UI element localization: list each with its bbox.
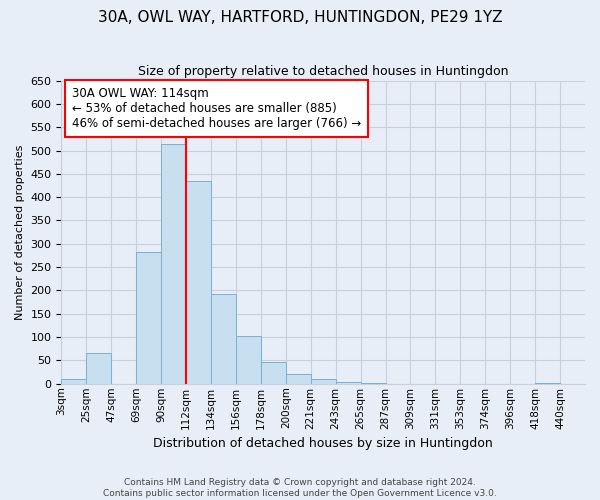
Text: 30A, OWL WAY, HARTFORD, HUNTINGDON, PE29 1YZ: 30A, OWL WAY, HARTFORD, HUNTINGDON, PE29…	[98, 10, 502, 25]
Bar	[261, 362, 286, 384]
Bar	[535, 383, 560, 384]
Text: Contains HM Land Registry data © Crown copyright and database right 2024.
Contai: Contains HM Land Registry data © Crown c…	[103, 478, 497, 498]
X-axis label: Distribution of detached houses by size in Huntingdon: Distribution of detached houses by size …	[154, 437, 493, 450]
Text: 30A OWL WAY: 114sqm
← 53% of detached houses are smaller (885)
46% of semi-detac: 30A OWL WAY: 114sqm ← 53% of detached ho…	[72, 86, 361, 130]
Title: Size of property relative to detached houses in Huntingdon: Size of property relative to detached ho…	[138, 65, 508, 78]
Bar	[186, 181, 211, 384]
Bar	[335, 382, 361, 384]
Y-axis label: Number of detached properties: Number of detached properties	[15, 144, 25, 320]
Bar	[236, 336, 261, 384]
Bar	[61, 379, 86, 384]
Bar	[311, 379, 335, 384]
Bar	[286, 374, 311, 384]
Bar	[136, 252, 161, 384]
Bar	[161, 144, 186, 384]
Bar	[86, 354, 111, 384]
Bar	[211, 294, 236, 384]
